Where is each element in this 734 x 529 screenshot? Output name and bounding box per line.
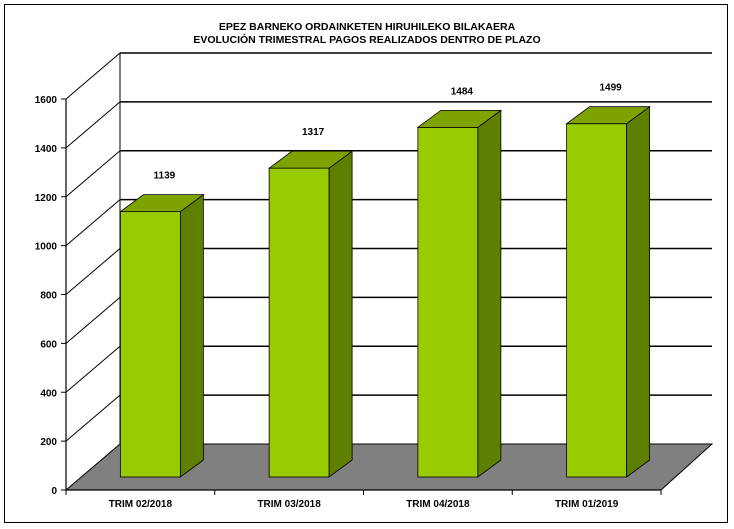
chart-subtitle: EVOLUCIÓN TRIMESTRAL PAGOS REALIZADOS DE…	[193, 34, 541, 46]
bar-side	[328, 150, 353, 478]
bar-top	[416, 109, 503, 128]
x-tick-label: TRIM 03/2018	[257, 499, 321, 510]
gridline-side	[65, 52, 121, 100]
y-tick-label: 1400	[35, 144, 58, 155]
bar-side	[179, 193, 204, 478]
y-tick-label: 400	[40, 388, 57, 399]
axes	[61, 98, 662, 495]
data-label: 1139	[154, 171, 176, 182]
bar-top	[267, 150, 354, 169]
x-tick-label: TRIM 04/2018	[406, 499, 470, 510]
bar-side	[626, 105, 651, 478]
y-tick-label: 1600	[35, 95, 58, 106]
labels: 0 200 400 600 800 1000 1200 1400 1600 1139 TRIM 02…	[35, 83, 622, 510]
chart-title: EPEZ BARNEKO ORDAINKETEN HIRUHILEKO BILA…	[218, 21, 516, 33]
data-label: 1499	[600, 83, 623, 94]
gridline-side	[65, 101, 121, 149]
y-tick-label: 0	[51, 486, 57, 497]
gridline-side	[65, 394, 121, 442]
bar-front	[566, 123, 628, 478]
data-label: 1484	[451, 86, 474, 97]
gridline-side	[65, 199, 121, 247]
y-tick-label: 600	[40, 339, 57, 350]
data-label: 1317	[302, 127, 325, 138]
bar-front	[417, 126, 479, 478]
gridline-side	[65, 345, 121, 393]
bar-side	[477, 109, 502, 478]
bar-top	[119, 194, 205, 213]
gridline-side	[65, 248, 121, 295]
bar-top	[565, 106, 651, 125]
bar-front	[119, 211, 181, 478]
x-tick-label: TRIM 02/2018	[109, 499, 173, 510]
bars	[119, 105, 651, 478]
bar-front	[268, 167, 330, 478]
x-tick-label: TRIM 01/2019	[555, 499, 619, 510]
gridline-side	[65, 296, 121, 344]
y-tick-label: 1000	[35, 242, 58, 253]
y-tick-label: 200	[40, 437, 57, 448]
y-tick-label: 800	[40, 291, 57, 302]
gridline-side	[65, 150, 121, 198]
y-tick-label: 1200	[35, 193, 58, 204]
